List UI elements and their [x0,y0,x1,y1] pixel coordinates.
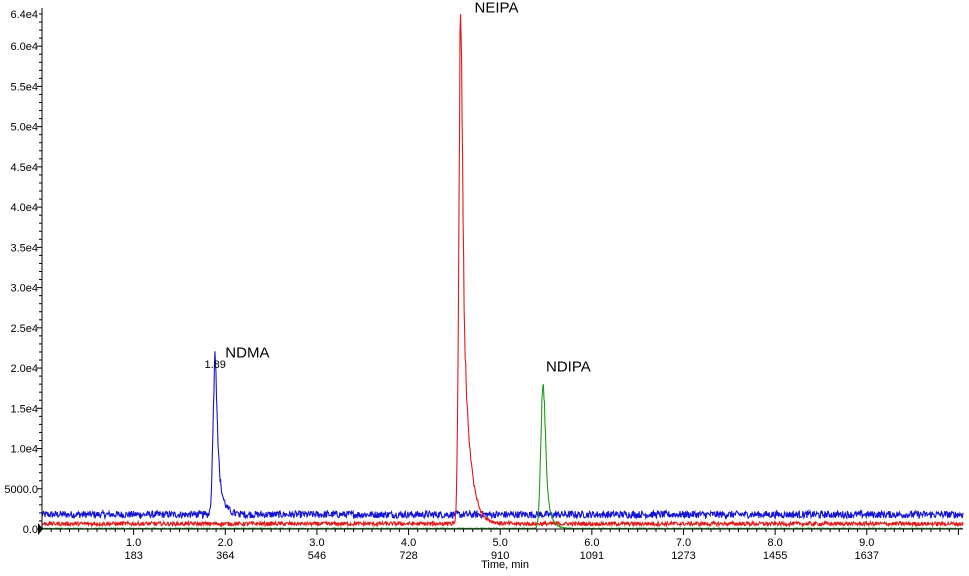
peak-label-neipa: NEIPA [475,0,519,16]
x-tick-label: 8.0 [767,537,782,549]
x-tick-label: 1.0 [126,537,141,549]
x-tick-label: 7.0 [676,537,691,549]
scan-tick-label: 364 [216,550,234,562]
x-tick-label: 4.0 [401,537,416,549]
scan-tick-label: 183 [124,550,142,562]
retention-time-label: 1.89 [204,359,225,371]
y-tick-label: 1.5e4 [10,403,38,415]
series-ndipa-trace [41,383,964,531]
scan-tick-label: 546 [308,550,326,562]
x-tick-label: 9.0 [859,537,874,549]
scan-tick-label: 1091 [580,550,604,562]
y-tick-label: 2.0e4 [10,363,38,375]
scan-tick-label: 1273 [671,550,695,562]
series-neipa-trace [41,13,964,528]
y-tick-label: 5.5e4 [10,81,38,93]
x-tick-label: 2.0 [218,537,233,549]
y-tick-label: 4.5e4 [10,162,38,174]
y-tick-label: 6.4e4 [10,9,38,21]
scan-tick-label: 1637 [855,550,879,562]
series-layer [41,13,964,531]
axes: 0.0 5000.0 1.0e4 1.5e4 2.0e4 2.5e4 3.0e4 3.5e4 4… [4,8,963,562]
x-tick-label: 5.0 [493,537,508,549]
y-tick-label: 3.5e4 [10,242,38,254]
x-axis-title: Time, min [481,559,529,571]
scan-tick-label: 910 [491,550,509,562]
y-tick-label: 5.0e4 [10,122,38,134]
series-ndma-trace [41,351,964,521]
y-tick-label: 3.0e4 [10,283,38,295]
y-tick-label: 4.0e4 [10,202,38,214]
x-tick-label: 3.0 [309,537,324,549]
scan-tick-label: 1455 [763,550,787,562]
peak-label-ndma: NDMA [225,345,269,362]
peak-label-ndipa: NDIPA [546,358,591,375]
scan-tick-label: 728 [399,550,417,562]
y-tick-label: 5000.0 [4,484,38,496]
y-tick-label: 6.0e4 [10,41,38,53]
x-tick-label: 6.0 [584,537,599,549]
y-tick-label: 2.5e4 [10,323,38,335]
annotations: NDMA NEIPA NDIPA 1.89 [204,0,590,375]
y-tick-label: 0.0 [23,524,38,536]
y-tick-label: 1.0e4 [10,444,38,456]
